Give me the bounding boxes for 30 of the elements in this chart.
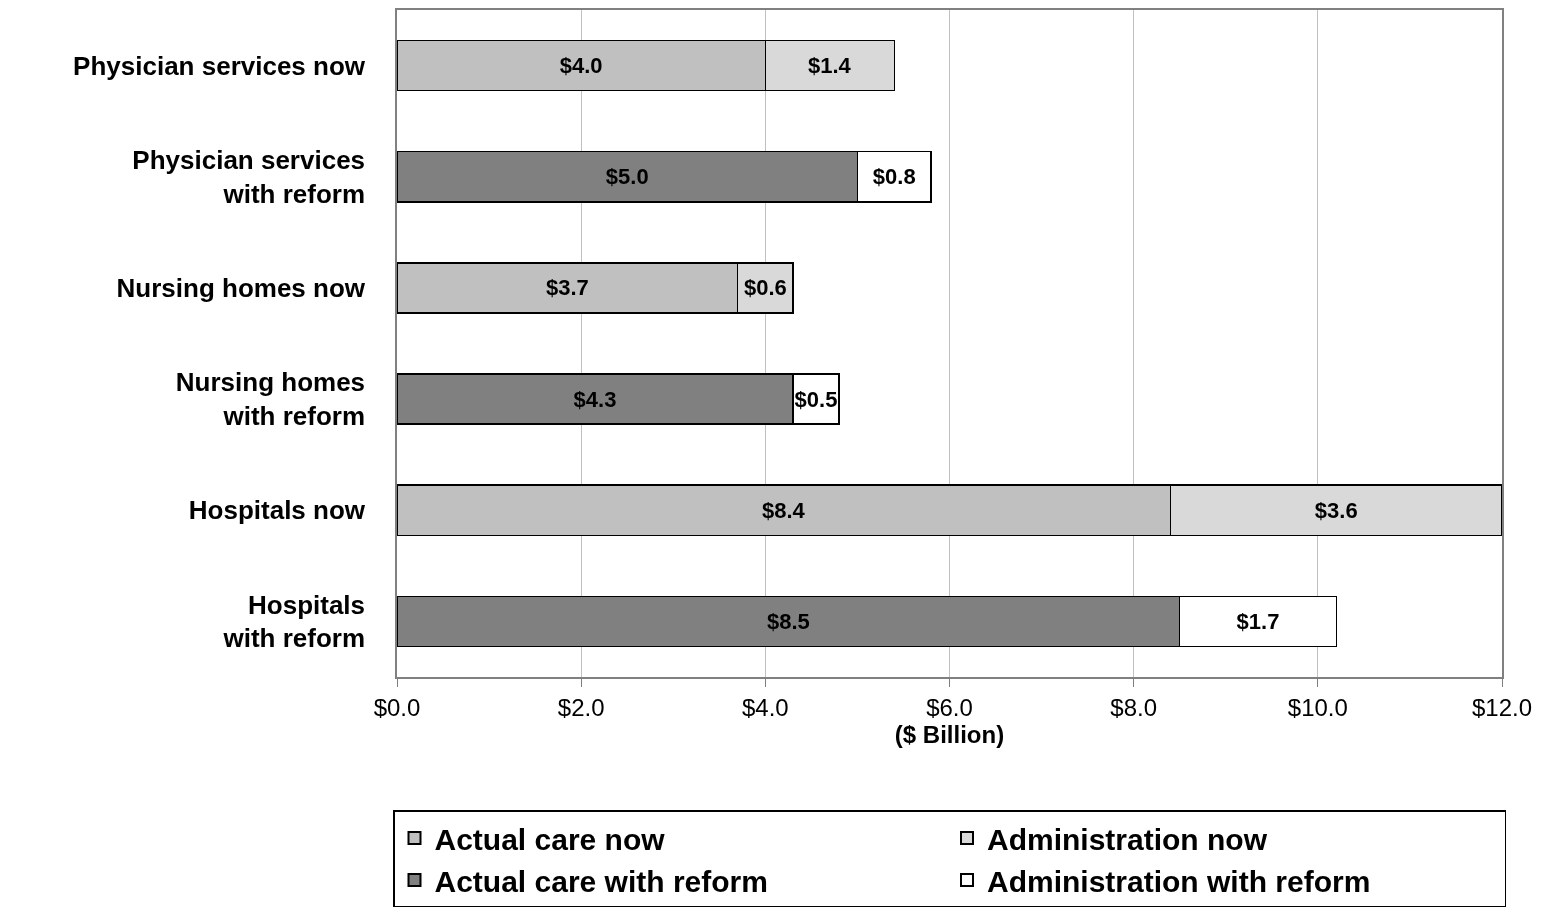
legend-label: Administration now	[987, 822, 1268, 856]
x-tick-label: $2.0	[557, 693, 605, 721]
data-label: $5.0	[605, 164, 649, 190]
legend-label: Actual care with reform	[434, 864, 768, 898]
y-tick-label: Nursing homes with reform	[175, 367, 366, 432]
data-label: $0.8	[872, 164, 916, 190]
x-tick-label: $4.0	[741, 693, 789, 721]
x-tick-label: $6.0	[926, 693, 973, 721]
data-label: $4.0	[559, 53, 603, 79]
y-tick-label: Physician services with reform	[132, 144, 366, 209]
data-label: $8.5	[766, 608, 810, 634]
legend-label: Actual care now	[434, 822, 666, 856]
data-label: $4.3	[573, 386, 617, 412]
data-label: $8.4	[761, 497, 806, 523]
x-tick-label: $12.0	[1471, 693, 1533, 721]
data-label: $0.6	[743, 275, 787, 301]
y-tick-label: Hospitals with reform	[222, 589, 366, 654]
legend-label: Administration with reform	[987, 864, 1371, 898]
data-label: $0.5	[794, 386, 838, 412]
y-tick-label: Hospitals now	[188, 495, 366, 526]
data-label: $3.6	[1314, 497, 1358, 523]
y-tick-label: Physician services now	[73, 50, 366, 81]
x-axis-title: ($ Billion)	[894, 720, 1005, 748]
data-label: $1.4	[808, 53, 852, 79]
y-tick-label: Nursing homes now	[116, 273, 366, 304]
data-label: $1.7	[1236, 608, 1280, 634]
data-label: $3.7	[545, 275, 589, 301]
x-tick-label: $0.0	[373, 693, 421, 721]
x-tick-label: $10.0	[1287, 693, 1348, 721]
x-tick-label: $8.0	[1110, 693, 1158, 721]
